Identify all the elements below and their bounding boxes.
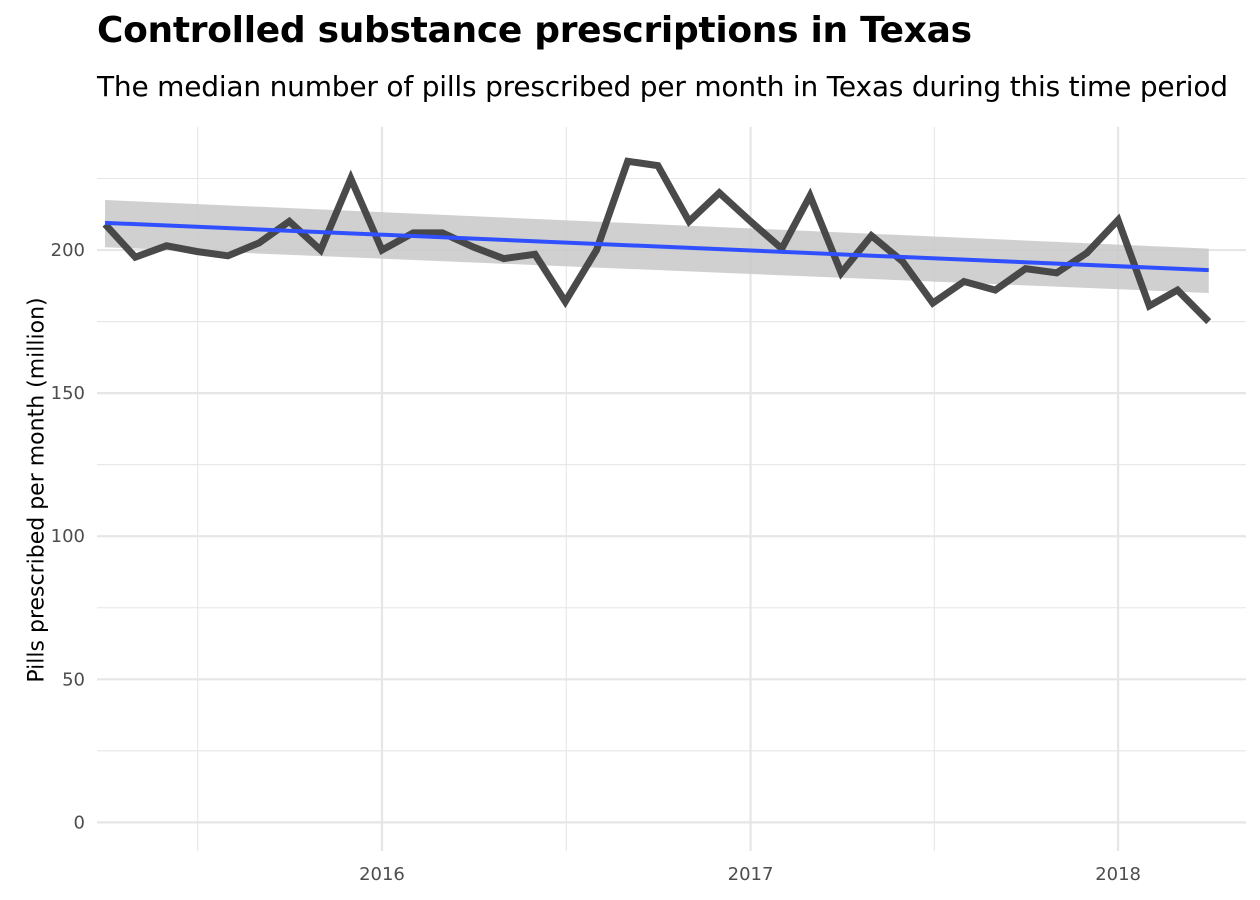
x-tick-label: 2016 — [359, 864, 405, 885]
y-tick-labels: 0 50 100 150 200 — [51, 240, 85, 833]
trend-line — [104, 220, 1209, 273]
y-tick-label: 150 — [51, 383, 85, 404]
y-tick-label: 200 — [51, 240, 85, 261]
y-tick-label: 100 — [51, 526, 85, 547]
x-tick-label: 2017 — [728, 864, 774, 885]
series-layer — [102, 157, 1212, 325]
y-tick-label: 50 — [62, 669, 85, 690]
chart-subtitle: The median number of pills prescribed pe… — [97, 70, 1228, 103]
chart-title: Controlled substance prescriptions in Te… — [97, 10, 972, 51]
x-tick-labels: 2016 2017 2018 — [359, 864, 1141, 885]
series-line — [102, 157, 1212, 325]
x-tick-label: 2018 — [1095, 864, 1141, 885]
y-tick-label: 0 — [74, 812, 85, 833]
trend-line-layer — [104, 220, 1209, 273]
